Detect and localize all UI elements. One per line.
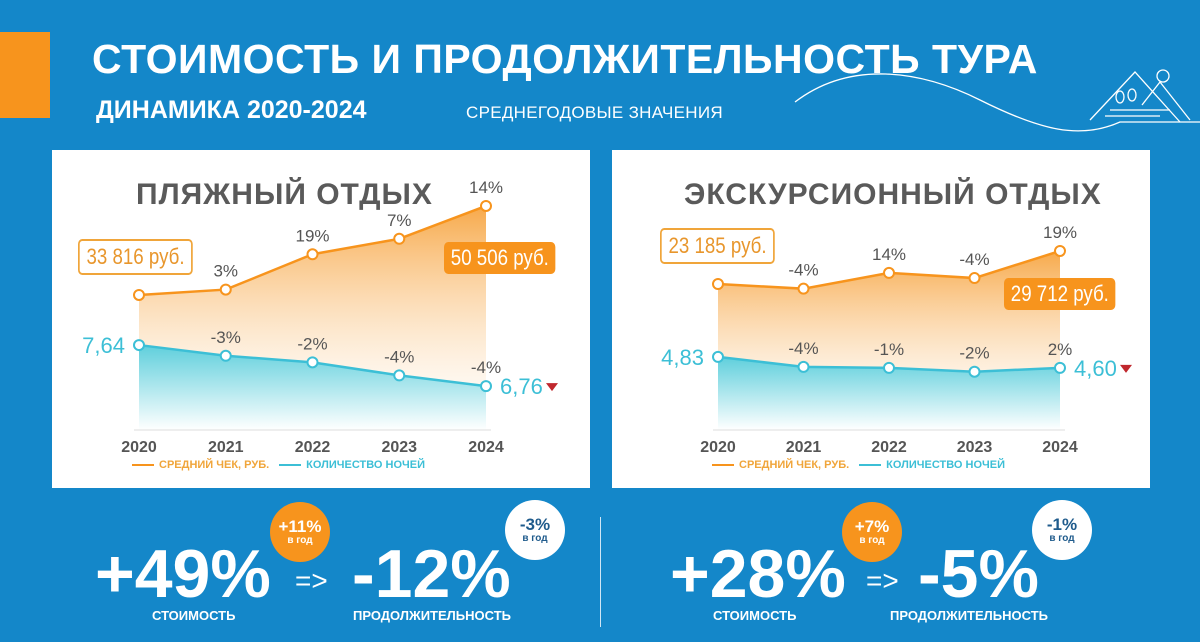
chart-card-beach: 3% 19% 7% 14% -3% -2% -4% -4% 2020 2021 2022 2023 20… [52,150,590,488]
cost-change: +28% [670,536,846,612]
duration-label: ПРОДОЛЖИТЕЛЬНОСТЬ [890,608,1048,623]
page-note: СРЕДНЕГОДОВЫЕ ЗНАЧЕНИЯ [466,103,723,122]
data-point [968,272,981,285]
nights-area [139,345,486,430]
nights-start-value: 7,64 [82,333,125,358]
down-triangle-icon [546,383,558,392]
data-point [883,361,895,374]
year-tick: 2024 [468,439,504,456]
data-point [968,365,981,378]
mountain-landscape-icon [794,69,1200,132]
year-tick: 2021 [786,439,822,456]
change-label: 14% [872,245,906,264]
divider [600,517,601,627]
legend-nights: КОЛИЧЕСТВО НОЧЕЙ [279,459,425,471]
data-point [219,283,232,296]
year-tick: 2021 [208,439,244,456]
year-tick: 2022 [295,439,331,456]
change-label: -4% [384,347,414,366]
data-point [219,349,232,362]
nights-start-value: 4,83 [661,345,704,370]
change-label: 19% [1043,223,1077,242]
duration-change: -12% [352,536,511,612]
price-start-value: 33 816 руб. [78,238,194,275]
price-end-value: 50 506 руб. [444,242,556,274]
change-label: 7% [387,211,412,230]
chart-legend: СРЕДНИЙ ЧЕК, РУБ. КОЛИЧЕСТВО НОЧЕЙ [712,459,1005,471]
chart-title: ЭКСКУРСИОННЫЙ ОТДЫХ [684,178,1102,211]
chart-excursion: -4% 14% -4% 19% -4% -1% -2% 2% 2020 2021 2022 2023 2… [661,223,1132,456]
duration-per-year-badge: -1% в год [1032,500,1092,560]
chart-card-excursion: -4% 14% -4% 19% -4% -1% -2% 2% 2020 2021 2022 2023 2… [612,150,1150,488]
change-label: 2% [1048,340,1073,359]
data-point [306,356,319,369]
data-point [883,266,895,279]
change-label: 3% [213,262,238,281]
year-tick: 2020 [121,439,157,456]
data-point [393,232,406,245]
data-point [797,360,810,373]
year-tick: 2024 [1042,439,1078,456]
change-label: 14% [469,178,503,197]
cost-label: СТОИМОСТЬ [713,608,797,623]
duration-change: -5% [918,536,1039,612]
legend-price: СРЕДНИЙ ЧЕК, РУБ. [132,459,269,471]
nights-end-value: 6,76 [500,374,543,399]
price-start-value: 23 185 руб. [660,228,776,264]
duration-per-year-badge: -3% в год [505,500,565,560]
change-label: -1% [874,340,904,359]
price-end-value: 29 712 руб. [1004,278,1116,310]
change-label: -4% [959,250,989,269]
data-point [1054,244,1066,257]
duration-label: ПРОДОЛЖИТЕЛЬНОСТЬ [353,608,511,623]
year-tick: 2020 [700,439,736,456]
legend-price: СРЕДНИЙ ЧЕК, РУБ. [712,459,849,471]
data-point [1054,361,1066,374]
change-label: 19% [295,226,329,245]
year-tick: 2022 [871,439,907,456]
data-point [712,278,724,291]
data-point [480,199,492,212]
change-label: -4% [471,358,501,377]
year-tick: 2023 [381,439,417,456]
data-point [712,350,724,363]
nights-end-value: 4,60 [1074,356,1117,381]
chart-legend: СРЕДНИЙ ЧЕК, РУБ. КОЛИЧЕСТВО НОЧЕЙ [132,459,425,471]
arrow: => [866,565,899,596]
cost-change: +49% [95,536,271,612]
down-triangle-icon [1120,364,1132,373]
data-point [306,248,319,261]
arrow: => [295,565,328,596]
data-point [393,369,406,382]
data-point [480,380,492,393]
change-label: -4% [788,339,818,358]
chart-beach: 3% 19% 7% 14% -3% -2% -4% -4% 2020 2021 2022 2023 20… [82,178,558,456]
accent-bar [0,32,50,118]
data-point [133,288,145,301]
change-label: -4% [788,261,818,280]
change-label: -2% [297,334,327,353]
cost-label: СТОИМОСТЬ [152,608,236,623]
change-label: -2% [959,344,989,363]
chart-title: ПЛЯЖНЫЙ ОТДЫХ [136,178,433,211]
legend-nights: КОЛИЧЕСТВО НОЧЕЙ [859,459,1005,471]
cost-per-year-badge: +11% в год [270,502,330,562]
data-point [797,282,810,295]
page-subtitle: ДИНАМИКА 2020-2024 [96,96,367,124]
cost-per-year-badge: +7% в год [842,502,902,562]
year-tick: 2023 [957,439,993,456]
change-label: -3% [211,328,241,347]
data-point [133,339,145,352]
